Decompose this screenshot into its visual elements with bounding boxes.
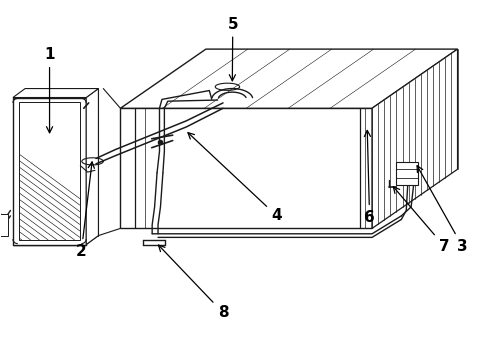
Polygon shape	[86, 89, 98, 244]
Text: 7: 7	[393, 187, 450, 254]
Polygon shape	[0, 214, 8, 235]
Text: 8: 8	[158, 245, 228, 320]
Polygon shape	[372, 49, 458, 228]
Polygon shape	[396, 162, 418, 185]
Text: 2: 2	[76, 162, 95, 259]
Polygon shape	[121, 108, 372, 228]
Polygon shape	[13, 89, 98, 98]
Text: 1: 1	[44, 47, 55, 133]
Polygon shape	[13, 98, 86, 244]
Text: 3: 3	[417, 166, 468, 254]
Text: 5: 5	[227, 17, 238, 81]
Polygon shape	[121, 49, 458, 108]
Text: 4: 4	[188, 132, 282, 223]
Text: 6: 6	[364, 130, 375, 225]
